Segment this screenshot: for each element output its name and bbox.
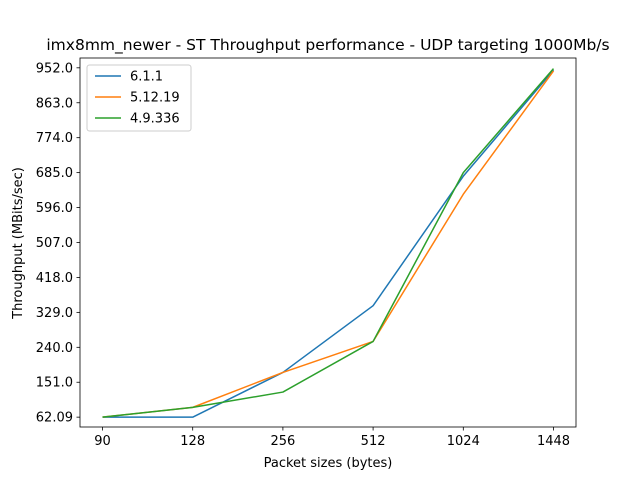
y-tick-label: 863.0 [36, 96, 73, 111]
y-tick-label: 596.0 [36, 201, 73, 216]
y-tick-label: 507.0 [36, 236, 73, 251]
y-axis-title: Throughput (MBits/sec) [11, 167, 26, 320]
x-tick-label: 512 [361, 434, 386, 449]
y-tick-label: 240.0 [36, 341, 73, 356]
x-tick-label: 128 [180, 434, 205, 449]
x-tick-label: 90 [94, 434, 111, 449]
series-line-2 [102, 68, 555, 418]
legend-label-2: 4.9.336 [130, 112, 180, 127]
y-tick-label: 151.0 [36, 376, 73, 391]
x-tick-label: 256 [270, 434, 295, 449]
legend-label-0: 6.1.1 [130, 70, 163, 85]
x-tick-label: 1448 [537, 434, 570, 449]
legend-label-1: 5.12.19 [130, 91, 180, 106]
y-tick-label: 418.0 [36, 271, 73, 286]
y-tick-label: 62.09 [36, 411, 73, 426]
series-line-0 [102, 69, 555, 418]
chart-title: imx8mm_newer - ST Throughput performance… [46, 36, 609, 55]
y-tick-label: 685.0 [36, 166, 73, 181]
y-tick-label: 329.0 [36, 306, 73, 321]
plot-area: 90 128 256 512 1024 1448 62.09 151.0 240.0 329.0 4… [36, 57, 577, 449]
x-axis-title: Packet sizes (bytes) [264, 456, 393, 471]
legend-box [86, 64, 192, 132]
y-tick-label: 952.0 [36, 61, 73, 76]
y-tick-label: 774.0 [36, 131, 73, 146]
x-tick-label: 1024 [447, 434, 480, 449]
